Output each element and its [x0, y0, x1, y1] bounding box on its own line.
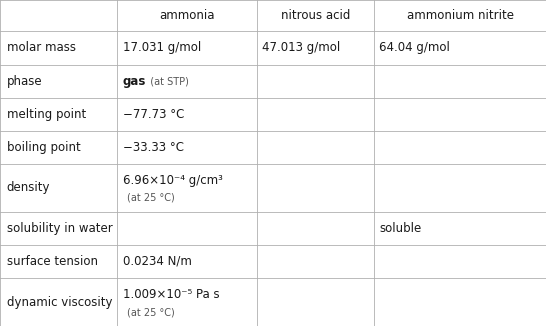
Text: density: density: [7, 181, 50, 194]
Text: ammonium nitrite: ammonium nitrite: [407, 9, 513, 22]
Text: soluble: soluble: [379, 222, 422, 235]
Text: phase: phase: [7, 75, 42, 88]
Text: 6.96×10⁻⁴ g/cm³: 6.96×10⁻⁴ g/cm³: [123, 174, 223, 187]
Text: gas: gas: [123, 75, 146, 88]
Text: dynamic viscosity: dynamic viscosity: [7, 295, 112, 308]
Text: solubility in water: solubility in water: [7, 222, 112, 235]
Text: (at 25 °C): (at 25 °C): [127, 193, 175, 203]
Text: (at 25 °C): (at 25 °C): [127, 307, 175, 317]
Text: (at STP): (at STP): [144, 76, 188, 86]
Text: boiling point: boiling point: [7, 141, 80, 154]
Text: ammonia: ammonia: [159, 9, 215, 22]
Text: −77.73 °C: −77.73 °C: [123, 108, 184, 121]
Text: nitrous acid: nitrous acid: [281, 9, 350, 22]
Text: 1.009×10⁻⁵ Pa s: 1.009×10⁻⁵ Pa s: [123, 288, 219, 301]
Text: melting point: melting point: [7, 108, 86, 121]
Text: surface tension: surface tension: [7, 255, 98, 268]
Text: −33.33 °C: −33.33 °C: [123, 141, 184, 154]
Text: 64.04 g/mol: 64.04 g/mol: [379, 41, 450, 54]
Text: 47.013 g/mol: 47.013 g/mol: [262, 41, 340, 54]
Text: molar mass: molar mass: [7, 41, 75, 54]
Text: 17.031 g/mol: 17.031 g/mol: [123, 41, 201, 54]
Text: 0.0234 N/m: 0.0234 N/m: [123, 255, 192, 268]
